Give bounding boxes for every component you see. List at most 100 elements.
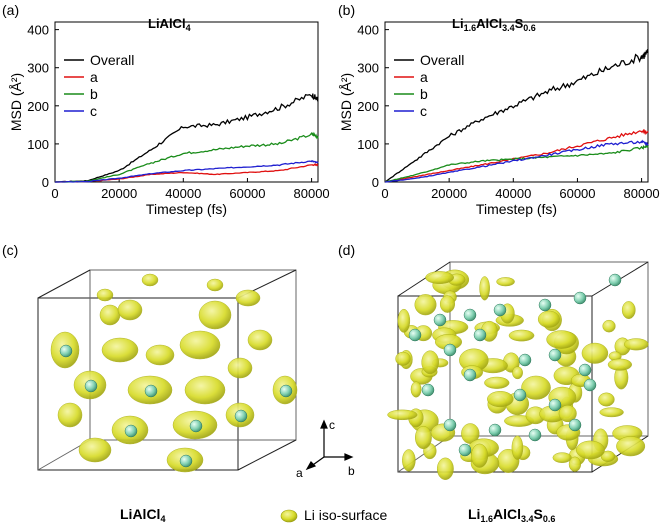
iso-blob bbox=[99, 304, 121, 326]
iso-blob bbox=[607, 358, 632, 371]
iso-blob bbox=[397, 308, 411, 333]
iso-blob bbox=[439, 295, 455, 313]
iso-blob bbox=[410, 381, 422, 398]
iso-blob bbox=[198, 300, 232, 330]
iso-blob bbox=[395, 351, 411, 366]
li-atom bbox=[493, 303, 507, 317]
iso-blob bbox=[247, 329, 273, 351]
triad-label-c: c bbox=[329, 418, 335, 432]
legend-label: a bbox=[90, 69, 98, 85]
y-tick-label: 200 bbox=[27, 99, 49, 114]
iso-blob bbox=[101, 337, 139, 363]
x-tick-label: 0 bbox=[381, 186, 388, 201]
li-atom bbox=[583, 378, 597, 392]
x-tick-label: 80000 bbox=[624, 186, 660, 201]
li-atom bbox=[608, 273, 622, 287]
li-atom bbox=[189, 419, 203, 433]
y-tick-label: 0 bbox=[42, 175, 49, 190]
iso-blob bbox=[436, 457, 454, 480]
x-tick-label: 20000 bbox=[431, 186, 467, 201]
y-tick-label: 200 bbox=[357, 99, 379, 114]
li-atom bbox=[548, 398, 562, 412]
iso-blob bbox=[496, 277, 515, 287]
li-atom bbox=[458, 443, 472, 457]
x-axis-label: Timestep (fs) bbox=[476, 201, 557, 217]
li-atom bbox=[473, 328, 487, 342]
iso-blob bbox=[484, 376, 510, 389]
x-tick-label: 80000 bbox=[294, 186, 330, 201]
x-tick-label: 40000 bbox=[165, 186, 201, 201]
x-axis-label: Timestep (fs) bbox=[146, 201, 227, 217]
iso-blob bbox=[487, 391, 514, 408]
li-atom bbox=[124, 424, 138, 438]
y-axis-label: MSD (Å²) bbox=[338, 73, 354, 131]
li-atom bbox=[463, 368, 477, 382]
li-atom bbox=[59, 344, 73, 358]
iso-blob bbox=[598, 392, 615, 407]
iso-blob bbox=[414, 294, 437, 316]
iso-blob bbox=[184, 375, 226, 405]
series-line-c bbox=[384, 139, 649, 183]
chart-b-title: Li1.6AlCl3.4S0.6 bbox=[452, 16, 536, 33]
li-atom bbox=[408, 328, 422, 342]
li-atom bbox=[548, 348, 562, 362]
series-line-a bbox=[384, 129, 649, 183]
iso-blob bbox=[621, 301, 636, 320]
legend-label: Overall bbox=[90, 52, 134, 68]
y-tick-label: 100 bbox=[27, 137, 49, 152]
x-tick-label: 0 bbox=[51, 186, 58, 201]
iso-blob bbox=[57, 402, 83, 428]
legend-label: Overall bbox=[420, 52, 464, 68]
iso-blob bbox=[227, 357, 253, 379]
y-tick-label: 400 bbox=[357, 23, 379, 38]
chart-a: 0 20000 40000 60000 80000 0 100 200 300 400 Timest… bbox=[8, 21, 330, 217]
li-atom bbox=[84, 379, 98, 393]
li-atom bbox=[573, 291, 587, 305]
iso-blob bbox=[479, 276, 490, 301]
series-line-overall bbox=[54, 93, 319, 183]
iso-surface-d bbox=[387, 269, 649, 480]
iso-blob bbox=[623, 338, 649, 351]
li-atom bbox=[179, 454, 193, 468]
legend-label: c bbox=[420, 103, 427, 119]
iso-blob bbox=[117, 299, 143, 321]
iso-blob bbox=[581, 342, 609, 364]
iso-blob bbox=[600, 450, 616, 463]
iso-blob bbox=[576, 440, 605, 460]
panel-label-b: (b) bbox=[338, 2, 356, 18]
iso-blob bbox=[537, 310, 560, 328]
li-atom bbox=[488, 423, 502, 437]
x-tick-label: 60000 bbox=[229, 186, 265, 201]
iso-blob bbox=[508, 329, 535, 342]
y-tick-label: 0 bbox=[372, 175, 379, 190]
iso-blob bbox=[521, 375, 551, 400]
iso-surface-c bbox=[50, 273, 298, 473]
iso-blob bbox=[511, 435, 524, 460]
iso-blob bbox=[602, 319, 616, 333]
iso-legend: Li iso-surface bbox=[280, 507, 387, 523]
iso-blob bbox=[179, 330, 221, 360]
y-axis-label: MSD (Å²) bbox=[8, 73, 24, 131]
plot-frame bbox=[54, 21, 319, 183]
iso-blob bbox=[235, 289, 261, 307]
series-line-b bbox=[55, 131, 319, 183]
iso-blob bbox=[599, 407, 624, 418]
series-line-overall bbox=[384, 49, 649, 183]
plot-frame bbox=[384, 21, 649, 183]
li-atom bbox=[234, 409, 248, 423]
structure-c bbox=[37, 269, 298, 473]
li-atom bbox=[443, 343, 457, 357]
iso-blob bbox=[552, 452, 572, 463]
y-tick-label: 300 bbox=[27, 61, 49, 76]
li-atom bbox=[443, 418, 457, 432]
chart-b: 0 20000 40000 60000 80000 0 100 200 300 400 Timest… bbox=[338, 21, 660, 217]
structure-d bbox=[387, 261, 649, 480]
caption-c: LiAlCl4 bbox=[120, 506, 166, 524]
x-tick-label: 20000 bbox=[101, 186, 137, 201]
iso-legend-label: Li iso-surface bbox=[304, 507, 388, 523]
iso-blob bbox=[402, 449, 416, 472]
x-tick-label: 40000 bbox=[495, 186, 531, 201]
iso-swatch-icon bbox=[280, 509, 298, 523]
y-tick-label: 100 bbox=[357, 137, 379, 152]
iso-blob bbox=[558, 404, 577, 423]
